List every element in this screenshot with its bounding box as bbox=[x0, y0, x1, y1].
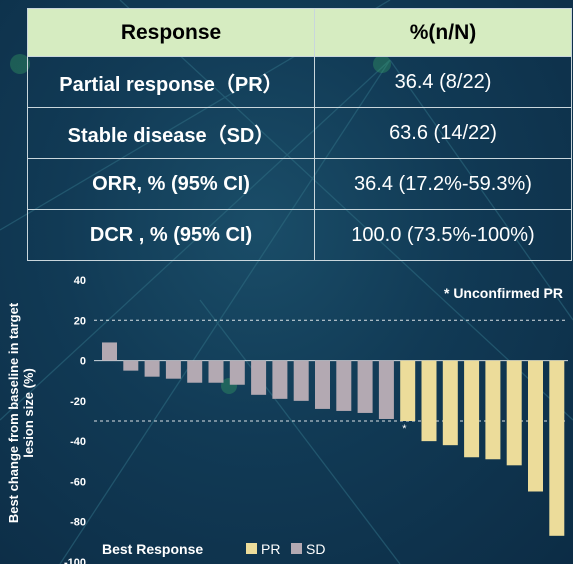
table-header-row: Response %(n/N) bbox=[27, 8, 572, 57]
row-label: DCR , % (95% CI) bbox=[27, 209, 315, 261]
bar-pr bbox=[549, 360, 565, 536]
row-label: Partial response（PR） bbox=[27, 56, 315, 108]
annotation-unconfirmed-pr: * Unconfirmed PR bbox=[444, 285, 563, 301]
y-axis-label: Best change from baseline in targetlesio… bbox=[6, 302, 36, 523]
legend-swatch-sd bbox=[291, 543, 302, 554]
row-value: 63.6 (14/22) bbox=[314, 107, 572, 159]
row-value: 36.4 (17.2%-59.3%) bbox=[314, 158, 572, 210]
y-tick-label: 20 bbox=[74, 315, 86, 327]
bar-sd bbox=[315, 360, 330, 409]
header-response: Response bbox=[27, 8, 315, 57]
y-axis-ticks: 40 20 0 -20 -40 -60 -80 -100 bbox=[64, 275, 568, 564]
table-row: Stable disease（SD） 63.6 (14/22) bbox=[27, 107, 572, 159]
bar-sd bbox=[123, 360, 139, 371]
y-tick-label: 0 bbox=[80, 356, 86, 368]
bar-pr bbox=[485, 360, 501, 460]
row-label: Stable disease（SD） bbox=[27, 107, 315, 159]
y-tick-label: -20 bbox=[70, 396, 86, 408]
legend: Best Response PR SD bbox=[102, 541, 325, 557]
bar-sd bbox=[102, 342, 117, 361]
y-tick-label: 40 bbox=[74, 275, 86, 287]
bars: * bbox=[102, 342, 565, 536]
legend-label-pr: PR bbox=[261, 541, 280, 557]
y-tick-label: -100 bbox=[64, 557, 86, 564]
bar-sd bbox=[336, 360, 352, 411]
bar-sd bbox=[272, 360, 288, 399]
bar-sd bbox=[357, 360, 373, 413]
legend-swatch-pr bbox=[246, 543, 257, 554]
legend-label-sd: SD bbox=[306, 541, 325, 557]
y-tick-label: -40 bbox=[70, 436, 86, 448]
bar-pr bbox=[400, 360, 416, 421]
bar-sd bbox=[144, 360, 160, 377]
reference-lines bbox=[94, 319, 568, 422]
row-label: ORR, % (95% CI) bbox=[27, 158, 315, 210]
response-table: Response %(n/N) Partial response（PR） 36.… bbox=[27, 8, 572, 261]
bar-pr bbox=[464, 360, 480, 458]
bar-sd bbox=[208, 360, 224, 383]
y-tick-label: -60 bbox=[70, 476, 86, 488]
table-row: Partial response（PR） 36.4 (8/22) bbox=[27, 56, 572, 108]
bar-sd bbox=[293, 360, 309, 401]
waterfall-chart: Best change from baseline in targetlesio… bbox=[6, 275, 568, 564]
bar-pr bbox=[442, 360, 458, 446]
row-value: 100.0 (73.5%-100%) bbox=[314, 209, 572, 261]
bar-pr bbox=[421, 360, 437, 442]
legend-title: Best Response bbox=[102, 541, 203, 557]
bar-pr bbox=[506, 360, 522, 466]
bar-marker: * bbox=[402, 423, 407, 435]
bar-sd bbox=[378, 360, 394, 419]
bar-pr bbox=[528, 360, 543, 492]
table-row: DCR , % (95% CI) 100.0 (73.5%-100%) bbox=[27, 209, 572, 261]
header-percent: %(n/N) bbox=[314, 8, 572, 57]
bar-sd bbox=[251, 360, 267, 395]
bar-sd bbox=[229, 360, 245, 385]
table-row: ORR, % (95% CI) 36.4 (17.2%-59.3%) bbox=[27, 158, 572, 210]
row-value: 36.4 (8/22) bbox=[314, 56, 572, 108]
bar-sd bbox=[187, 360, 203, 383]
bar-sd bbox=[165, 360, 181, 379]
y-tick-label: -80 bbox=[70, 517, 86, 529]
